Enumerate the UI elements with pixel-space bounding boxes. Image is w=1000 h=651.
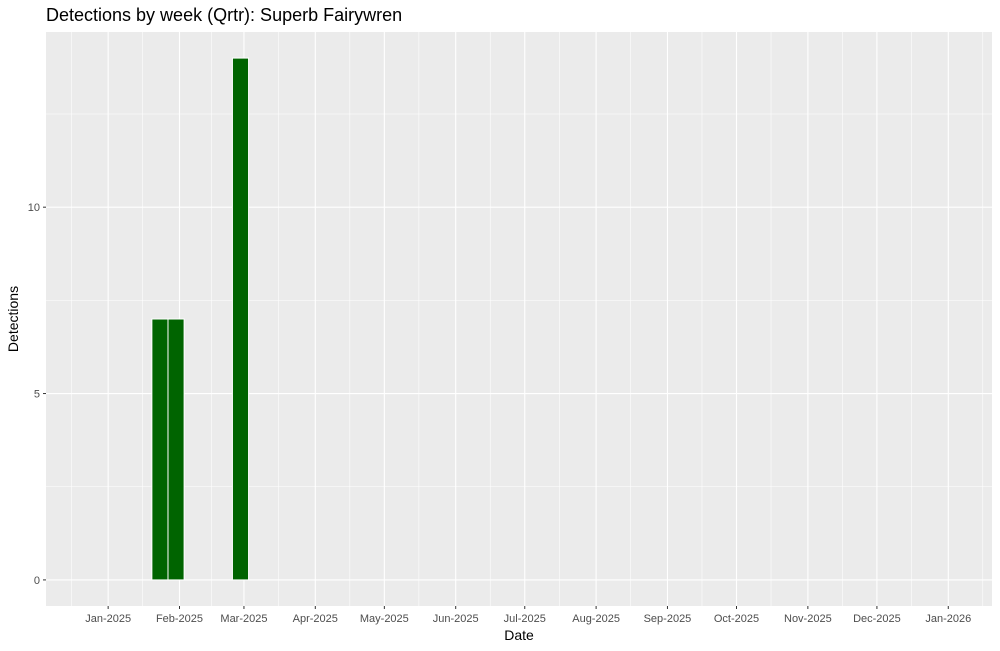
plot-panel [46, 32, 992, 606]
x-tick-label: Nov-2025 [784, 613, 832, 625]
bars [151, 57, 250, 581]
y-tick-label: 5 [34, 389, 40, 401]
y-axis-title: Detections [5, 286, 21, 352]
x-tick-label: Jan-2025 [85, 613, 131, 625]
x-tick-label: Feb-2025 [156, 613, 203, 625]
bar [231, 57, 250, 581]
x-tick-label: Jul-2025 [504, 613, 546, 625]
x-tick-label: Dec-2025 [853, 613, 901, 625]
x-axis: Jan-2025 Feb-2025 Mar-2025 Apr-2025 May-2025… [85, 606, 971, 625]
chart-title: Detections by week (Qrtr): Superb Fairyw… [46, 5, 402, 25]
x-tick-label: Sep-2025 [644, 613, 692, 625]
x-tick-label: Jan-2026 [925, 613, 971, 625]
x-tick-label: Aug-2025 [572, 613, 620, 625]
y-axis: 0 5 10 [28, 202, 46, 587]
minor-gridlines [46, 32, 992, 606]
bar [151, 318, 169, 581]
x-tick-label: May-2025 [360, 613, 409, 625]
x-tick-label: Oct-2025 [714, 613, 759, 625]
x-tick-label: Apr-2025 [293, 613, 338, 625]
bar [167, 318, 185, 581]
y-tick-label: 10 [28, 202, 40, 214]
x-axis-title: Date [504, 627, 534, 643]
x-tick-label: Jun-2025 [433, 613, 479, 625]
x-tick-label: Mar-2025 [220, 613, 267, 625]
y-tick-label: 0 [34, 575, 40, 587]
